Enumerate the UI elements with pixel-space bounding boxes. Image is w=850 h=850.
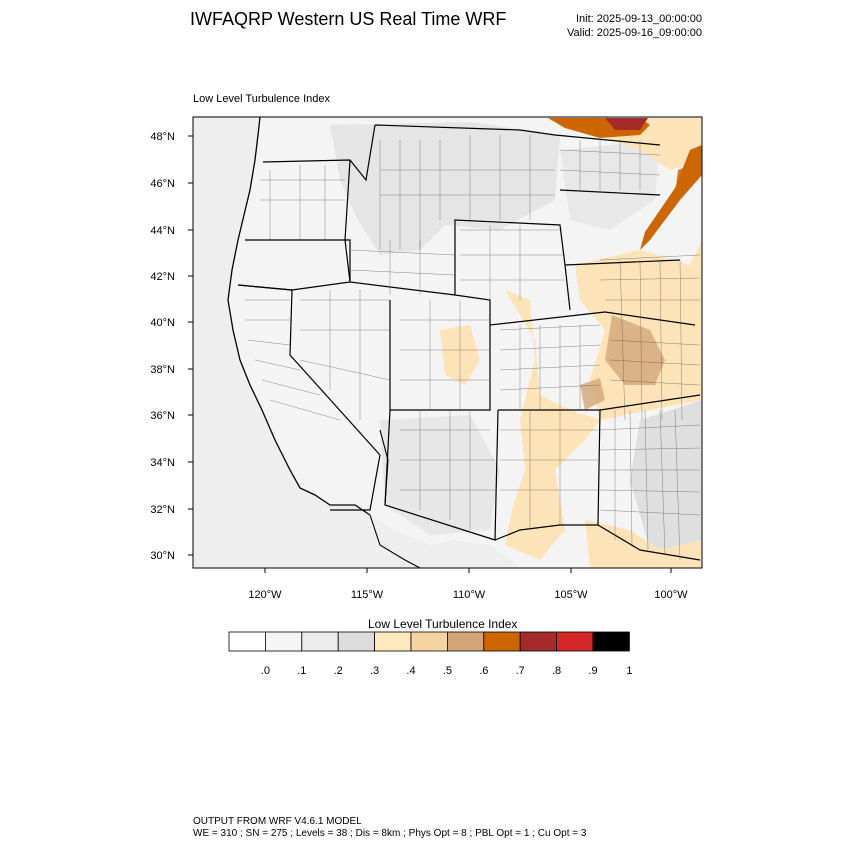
latitude-axis: 48°N 46°N 44°N 42°N 40°N 38°N 36°N 34°N …: [150, 131, 193, 562]
lat-label: 30°N: [150, 550, 175, 562]
footer-config-line: WE = 310 ; SN = 275 ; Levels = 38 ; Dis …: [193, 828, 587, 839]
lat-label: 42°N: [150, 271, 175, 283]
lon-label: 110°W: [453, 589, 486, 601]
lat-label: 46°N: [150, 178, 175, 190]
lon-label: 100°W: [654, 589, 688, 601]
county-boundaries: [245, 135, 701, 561]
init-time: Init: 2025-09-13_00:00:00: [576, 13, 702, 25]
turbulence-mid-zone: [505, 290, 600, 560]
lat-label: 34°N: [150, 457, 175, 469]
turbulence-low-zone: [630, 400, 702, 560]
map-area: [193, 117, 702, 568]
lon-label: 105°W: [554, 589, 588, 601]
colorbar-box: [592, 631, 630, 652]
coastline: [369, 514, 421, 568]
lon-label: 115°W: [351, 589, 384, 601]
turbulence-high-zone: [580, 378, 605, 410]
colorbar-title: Low Level Turbulence Index: [368, 617, 518, 631]
colorbar-box: [410, 631, 448, 652]
colorbar-tick-label: .0: [261, 665, 270, 677]
colorbar-box: [264, 631, 303, 652]
colorbar-tick-label: .2: [334, 665, 343, 677]
colorbar-tick-label: .5: [443, 665, 452, 677]
state-boundaries: [237, 124, 701, 561]
colorbar-box: [228, 631, 266, 652]
lon-label: 120°W: [248, 589, 282, 601]
turbulence-high-zone: [605, 315, 665, 385]
turbulence-peak-band: [675, 165, 690, 195]
colorbar-box: [483, 631, 521, 652]
turbulence-max-band: [605, 118, 648, 130]
colorbar-labels: .0 .1 .2 .3 .4 .5 .6 .7 .8 .9 1: [261, 665, 633, 677]
colorbar-box: [301, 631, 339, 652]
colorbar-box: [337, 631, 376, 652]
colorbar-box: [519, 631, 558, 652]
colorbar-box: [374, 631, 412, 652]
lat-label: 44°N: [150, 225, 175, 237]
coastline: [379, 429, 389, 506]
colorbar-tick-label: .1: [297, 665, 306, 677]
lat-label: 32°N: [150, 504, 175, 516]
map-frame: [192, 116, 703, 569]
colorbar-tick-label: .8: [552, 665, 561, 677]
colorbar-tick-label: .4: [406, 665, 415, 677]
lat-label: 38°N: [150, 364, 175, 376]
colorbar-box: [446, 631, 485, 652]
colorbar: [228, 631, 630, 652]
lat-label: 36°N: [150, 410, 175, 422]
longitude-axis: 120°W 115°W 110°W 105°W 100°W: [248, 568, 688, 601]
lat-label: 48°N: [150, 131, 175, 143]
colorbar-tick-label: 1: [626, 665, 632, 677]
coastline: [227, 117, 371, 516]
colorbar-tick-label: .7: [516, 665, 525, 677]
footer-model-line: OUTPUT FROM WRF V4.6.1 MODEL: [193, 816, 362, 827]
lat-label: 40°N: [150, 317, 175, 329]
colorbar-tick-label: .3: [370, 665, 379, 677]
colorbar-box: [556, 631, 594, 652]
main-title: IWFAQRP Western US Real Time WRF: [190, 9, 507, 29]
valid-time: Valid: 2025-09-16_09:00:00: [567, 27, 702, 39]
colorbar-tick-label: .6: [479, 665, 488, 677]
panel-title: Low Level Turbulence Index: [193, 93, 330, 105]
turbulence-low-zone: [560, 140, 660, 230]
colorbar-tick-label: .9: [588, 665, 597, 677]
